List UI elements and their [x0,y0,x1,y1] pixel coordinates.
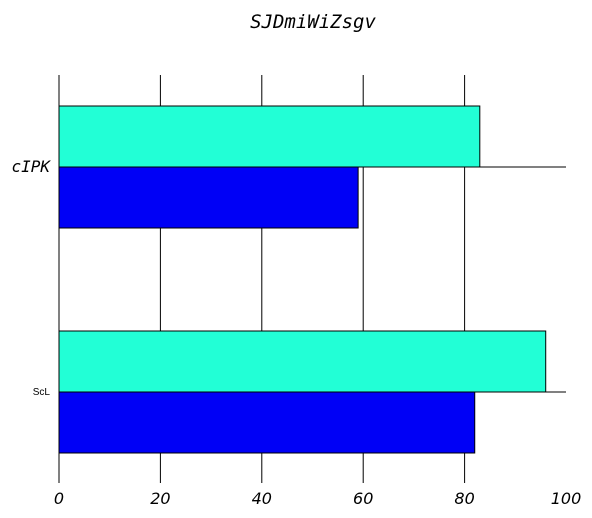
bar [58,391,476,454]
x-tick-label: 80 [454,489,474,508]
x-tick-label: 40 [252,489,272,508]
chart-title: SJDmiWiZsgv [250,11,376,33]
y-category-label: ScL [33,387,51,398]
category-lines [59,166,566,393]
x-tick-label: 60 [353,489,373,508]
x-tick-label: 20 [150,489,170,508]
y-category-label: cIPK [11,157,51,176]
bar [58,330,547,393]
bars [58,105,547,454]
x-tick-label: 100 [551,489,582,508]
x-tick-label: 0 [54,489,64,508]
x-tick-labels: 0 20 40 60 80 100 [54,489,581,508]
y-category-labels: cIPK ScL [11,157,51,398]
bar [58,166,359,229]
bar [58,105,481,168]
